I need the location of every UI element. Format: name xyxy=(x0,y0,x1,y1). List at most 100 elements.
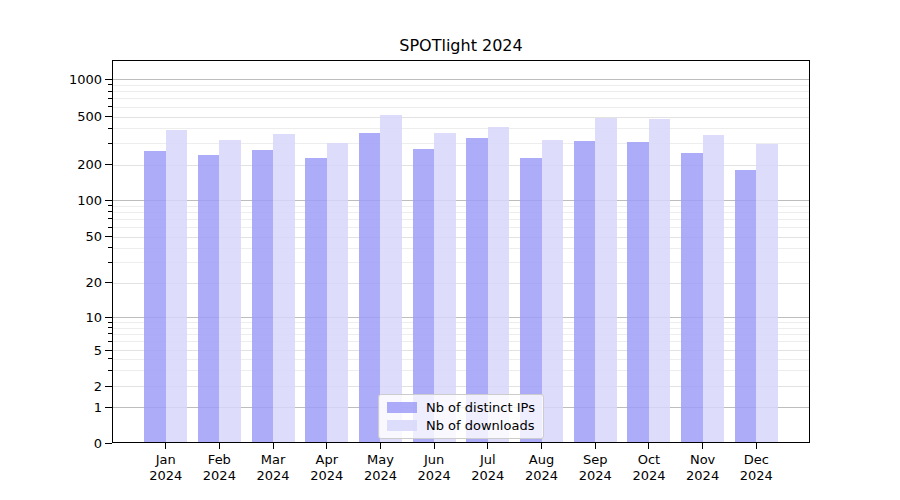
x-tick-label-oct: Oct2024 xyxy=(619,452,679,483)
x-tick-year: 2024 xyxy=(512,468,572,484)
x-tick-year: 2024 xyxy=(619,468,679,484)
bar-downloads-feb xyxy=(219,140,240,442)
gridline-minor-400 xyxy=(113,128,809,129)
x-tick-label-jun: Jun2024 xyxy=(404,452,464,483)
x-tick-month: Jul xyxy=(458,452,518,468)
x-tick-label-dec: Dec2024 xyxy=(726,452,786,483)
x-tick-nov xyxy=(702,443,703,449)
y-tick-label-500: 500 xyxy=(38,109,102,124)
y-tick-1000 xyxy=(105,79,112,80)
y-tick-5 xyxy=(105,350,112,351)
x-tick-label-sep: Sep2024 xyxy=(565,452,625,483)
x-tick-year: 2024 xyxy=(673,468,733,484)
bar-ips-mar xyxy=(252,150,273,442)
y-minortick-90 xyxy=(108,205,112,206)
gridline-minor-600 xyxy=(113,107,809,108)
plot-area xyxy=(112,60,810,443)
y-minortick-3 xyxy=(108,370,112,371)
x-tick-month: May xyxy=(350,452,410,468)
y-tick-label-50: 50 xyxy=(38,229,102,244)
x-tick-may xyxy=(380,443,381,449)
x-tick-jan xyxy=(165,443,166,449)
y-minortick-300 xyxy=(108,143,112,144)
gridline-minor-800 xyxy=(113,91,809,92)
y-tick-label-200: 200 xyxy=(38,157,102,172)
y-tick-label-20: 20 xyxy=(38,275,102,290)
bar-downloads-apr xyxy=(327,143,348,442)
bar-downloads-nov xyxy=(703,135,724,442)
legend: Nb of distinct IPs Nb of downloads xyxy=(378,394,544,439)
x-tick-jun xyxy=(434,443,435,449)
y-tick-500 xyxy=(105,116,112,117)
y-tick-10 xyxy=(105,317,112,318)
y-minortick-80 xyxy=(108,211,112,212)
legend-item-distinct-ips: Nb of distinct IPs xyxy=(387,400,535,415)
x-tick-label-jul: Jul2024 xyxy=(458,452,518,483)
x-tick-label-feb: Feb2024 xyxy=(189,452,249,483)
x-tick-year: 2024 xyxy=(404,468,464,484)
y-tick-label-5: 5 xyxy=(38,343,102,358)
x-tick-month: Jan xyxy=(136,452,196,468)
y-minortick-8 xyxy=(108,327,112,328)
bar-ips-feb xyxy=(198,155,219,443)
x-tick-dec xyxy=(756,443,757,449)
x-tick-year: 2024 xyxy=(726,468,786,484)
y-minortick-4 xyxy=(108,358,112,359)
x-tick-mar xyxy=(273,443,274,449)
y-minortick-70 xyxy=(108,218,112,219)
bar-ips-nov xyxy=(681,153,702,442)
y-tick-0 xyxy=(105,443,112,444)
x-tick-month: Oct xyxy=(619,452,679,468)
x-tick-year: 2024 xyxy=(350,468,410,484)
y-minortick-400 xyxy=(108,128,112,129)
x-tick-feb xyxy=(219,443,220,449)
x-tick-month: Mar xyxy=(243,452,303,468)
x-tick-month: Feb xyxy=(189,452,249,468)
y-tick-20 xyxy=(105,282,112,283)
y-tick-label-1: 1 xyxy=(38,400,102,415)
x-tick-label-apr: Apr2024 xyxy=(297,452,357,483)
y-tick-2 xyxy=(105,386,112,387)
x-tick-month: Apr xyxy=(297,452,357,468)
y-tick-label-10: 10 xyxy=(38,310,102,325)
y-minortick-700 xyxy=(108,98,112,99)
figure: SPOTlight 2024 01251020501002005001000Ja… xyxy=(0,0,900,500)
bar-ips-sep xyxy=(574,141,595,442)
y-tick-label-0: 0 xyxy=(38,436,102,451)
x-tick-label-aug: Aug2024 xyxy=(512,452,572,483)
y-minortick-40 xyxy=(108,247,112,248)
x-tick-year: 2024 xyxy=(565,468,625,484)
bar-ips-apr xyxy=(305,158,326,442)
bar-downloads-jan xyxy=(166,130,187,442)
x-tick-year: 2024 xyxy=(136,468,196,484)
legend-label-distinct-ips: Nb of distinct IPs xyxy=(426,400,535,415)
x-tick-label-mar: Mar2024 xyxy=(243,452,303,483)
x-tick-apr xyxy=(326,443,327,449)
y-minortick-600 xyxy=(108,106,112,107)
y-tick-label-2: 2 xyxy=(38,379,102,394)
chart-title: SPOTlight 2024 xyxy=(112,36,810,55)
y-minortick-800 xyxy=(108,91,112,92)
y-tick-100 xyxy=(105,200,112,201)
x-tick-year: 2024 xyxy=(458,468,518,484)
x-tick-aug xyxy=(541,443,542,449)
y-minortick-6 xyxy=(108,341,112,342)
x-tick-month: Nov xyxy=(673,452,733,468)
legend-swatch-downloads xyxy=(387,420,417,431)
bar-downloads-aug xyxy=(542,140,563,442)
bar-downloads-may xyxy=(380,115,401,442)
gridline-minor-700 xyxy=(113,98,809,99)
bar-downloads-dec xyxy=(756,144,777,442)
gridline-1000 xyxy=(113,79,809,80)
y-minortick-7 xyxy=(108,333,112,334)
x-tick-year: 2024 xyxy=(189,468,249,484)
bar-ips-jan xyxy=(144,151,165,442)
y-minortick-60 xyxy=(108,227,112,228)
x-tick-label-jan: Jan2024 xyxy=(136,452,196,483)
x-tick-year: 2024 xyxy=(243,468,303,484)
x-tick-jul xyxy=(487,443,488,449)
y-tick-1 xyxy=(105,407,112,408)
y-minortick-30 xyxy=(108,262,112,263)
legend-swatch-distinct-ips xyxy=(387,402,417,413)
x-tick-label-may: May2024 xyxy=(350,452,410,483)
